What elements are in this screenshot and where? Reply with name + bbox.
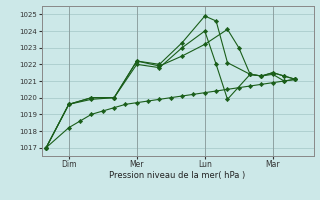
X-axis label: Pression niveau de la mer( hPa ): Pression niveau de la mer( hPa ) [109, 171, 246, 180]
